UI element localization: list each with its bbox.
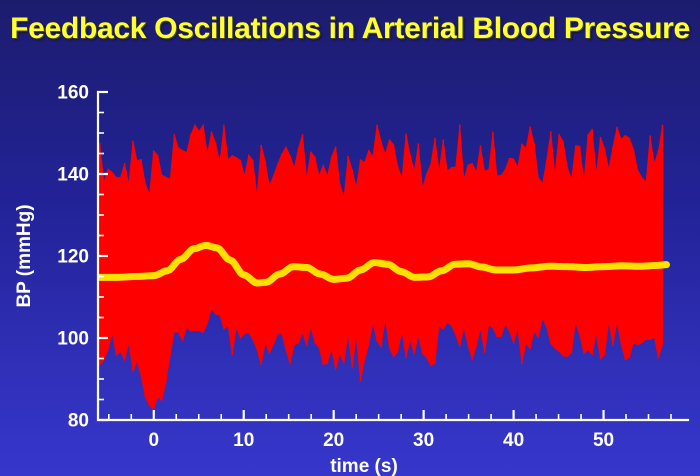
y-axis-title: BP (mmHg) [14, 204, 35, 307]
x-tick-label: 50 [593, 430, 614, 451]
y-tick-label: 80 [68, 411, 89, 432]
y-tick-label: 100 [57, 329, 89, 350]
axes: 80 100 120 140 160 0 10 20 30 40 50 time (s) BP (mmH… [14, 83, 690, 476]
x-tick-label: 0 [148, 430, 159, 451]
x-tick-label: 30 [413, 430, 434, 451]
x-tick-label: 20 [323, 430, 344, 451]
y-tick-label: 160 [57, 83, 89, 104]
y-tick-label: 140 [57, 165, 89, 186]
x-tick-label: 40 [503, 430, 524, 451]
x-tick-label: 10 [233, 430, 254, 451]
page-title: Feedback Oscillations in Arterial Blood … [10, 12, 690, 45]
x-axis-title: time (s) [330, 456, 398, 476]
y-tick-label: 120 [57, 247, 89, 268]
mean-pressure-line [98, 241, 671, 287]
